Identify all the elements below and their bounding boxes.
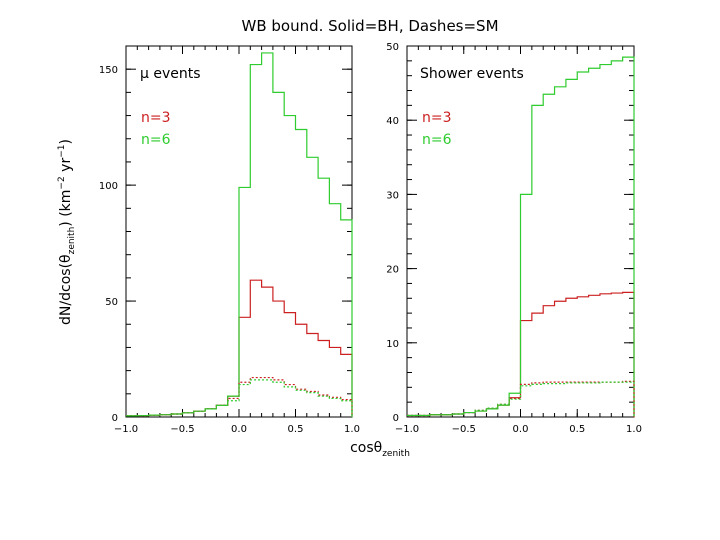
x-tick-label: −0.5: [170, 424, 194, 435]
x-tick-label: 0.5: [569, 424, 585, 435]
y-tick-label: 20: [386, 265, 399, 276]
x-tick-label: −1.0: [114, 424, 138, 435]
y-tick-label: 100: [99, 181, 118, 192]
y-tick-label: 30: [386, 190, 399, 201]
y-tick-label: 0: [393, 413, 399, 424]
legend-entry: n=6: [141, 132, 171, 148]
x-tick-label: 1.0: [344, 424, 360, 435]
y-tick-label: 150: [99, 65, 118, 76]
series-sm-n6: [407, 381, 635, 417]
x-tick-label: 0.0: [513, 424, 529, 435]
panel-title: Shower events: [420, 66, 524, 82]
x-tick-label: 0.0: [231, 424, 247, 435]
legend-entry: n=3: [141, 110, 171, 126]
x-axis-label: cosθzenith: [350, 440, 410, 459]
series-bh-n6: [407, 56, 635, 417]
legend-entry: n=3: [422, 110, 452, 126]
panel-shower-events: Shower events n=3 n=6 −1.0 −0.5 0.0 0.5 1.0 0 10 2…: [386, 42, 642, 435]
panel-title: μ events: [140, 66, 201, 82]
legend-entry: n=6: [422, 132, 452, 148]
y-tick-label: 40: [386, 116, 399, 127]
x-tick-label: 0.5: [288, 424, 304, 435]
y-tick-label: 10: [386, 339, 399, 350]
figure-title: WB bound. Solid=BH, Dashes=SM: [241, 17, 498, 35]
panel-mu-events: μ events n=3 n=6 −1.0 −0.5 0.0 0.5 1.0 0 50 100 150: [99, 45, 360, 435]
series-bh-n6: [126, 52, 353, 417]
y-tick-label: 50: [386, 42, 399, 53]
y-axis-label: dN/dcos(θzenith) (km−2 yr−1): [57, 139, 77, 325]
y-tick-label: 0: [112, 413, 118, 424]
y-tick-label: 50: [105, 297, 118, 308]
x-tick-label: 1.0: [626, 424, 642, 435]
series-sm-n6: [126, 379, 353, 417]
x-tick-label: −0.5: [452, 424, 476, 435]
x-tick-label: −1.0: [395, 424, 419, 435]
